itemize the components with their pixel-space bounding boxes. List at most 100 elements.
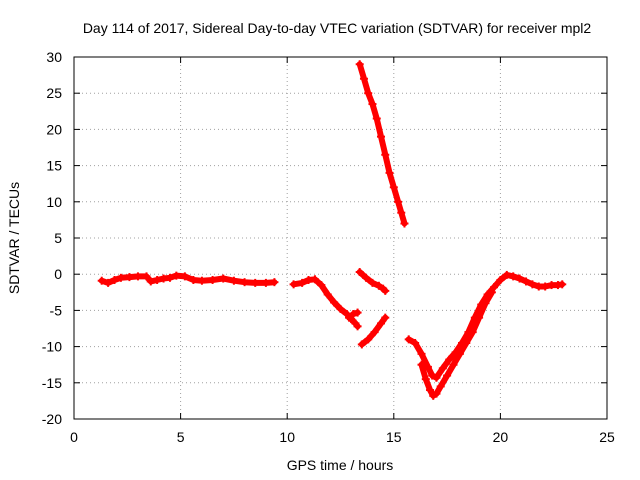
data-point — [455, 349, 464, 358]
data-point — [417, 360, 426, 369]
data-point — [172, 271, 181, 280]
x-tick-label-5: 25 — [599, 429, 615, 445]
data-point — [165, 273, 174, 282]
data-point — [428, 371, 437, 380]
data-point — [330, 298, 339, 307]
series-trace-7 — [418, 289, 495, 399]
data-point — [445, 355, 454, 364]
series-trace-0 — [98, 272, 278, 286]
data-point — [381, 313, 390, 322]
data-point — [481, 299, 490, 308]
data-point — [515, 274, 524, 283]
data-point — [541, 282, 550, 291]
data-point — [462, 338, 471, 347]
data-point — [353, 322, 362, 331]
data-point — [432, 373, 441, 382]
data-point — [432, 389, 441, 398]
data-point — [270, 278, 279, 287]
data-point — [208, 275, 217, 284]
y-tick-label-1: -15 — [42, 375, 62, 391]
y-tick-label-3: -5 — [50, 302, 63, 318]
data-point — [490, 283, 499, 292]
data-point — [397, 208, 406, 217]
data-point — [357, 340, 366, 349]
data-point — [394, 197, 403, 206]
data-point — [404, 335, 413, 344]
data-point — [438, 364, 447, 373]
y-tick-label-0: -20 — [42, 411, 62, 427]
x-tick-label-4: 20 — [493, 429, 509, 445]
data-point — [377, 132, 386, 141]
data-point — [353, 308, 362, 317]
series-arc-7 — [404, 270, 567, 382]
data-point — [443, 371, 452, 380]
y-tick-label-10: 30 — [46, 49, 62, 65]
data-point — [142, 272, 151, 281]
x-tick-label-2: 10 — [279, 429, 295, 445]
data-point — [104, 278, 113, 287]
data-point — [251, 278, 260, 287]
data-point — [349, 310, 358, 319]
series-arc-3 — [345, 308, 362, 322]
series-arc-5 — [355, 268, 390, 295]
data-point — [133, 272, 142, 281]
data-point — [323, 290, 332, 299]
grid-lines — [74, 57, 607, 419]
series-arc-4 — [355, 60, 409, 228]
data-point — [436, 382, 445, 391]
x-tick-label-1: 5 — [177, 429, 185, 445]
series-arc-6 — [357, 313, 390, 349]
data-point — [240, 278, 249, 287]
data-point — [487, 288, 496, 297]
data-point — [116, 273, 125, 282]
y-tick-label-2: -10 — [42, 339, 62, 355]
data-point — [411, 338, 420, 347]
plot-frame — [73, 56, 608, 420]
data-point — [355, 60, 364, 69]
x-tick-label-3: 15 — [386, 429, 402, 445]
x-axis-label: GPS time / hours — [287, 457, 394, 473]
data-point — [317, 281, 326, 290]
data-point — [362, 273, 371, 282]
data-point — [502, 270, 511, 279]
data-point — [298, 278, 307, 287]
data-point — [197, 276, 206, 285]
data-point — [377, 319, 386, 328]
data-point — [310, 275, 319, 284]
data-point — [355, 268, 364, 277]
data-point — [521, 277, 530, 286]
data-point — [345, 313, 354, 322]
data-point — [449, 360, 458, 369]
x-tick-label-0: 0 — [70, 429, 78, 445]
y-tick-label-5: 5 — [54, 230, 62, 246]
data-point — [189, 275, 198, 284]
series-arc-2 — [289, 275, 362, 331]
data-point — [125, 273, 134, 282]
series-arc-8 — [417, 288, 496, 400]
data-point — [364, 89, 373, 98]
data-point — [359, 74, 368, 83]
data-point — [496, 275, 505, 284]
data-point — [421, 375, 430, 384]
y-tick-label-8: 20 — [46, 121, 62, 137]
y-tick-label-7: 15 — [46, 158, 62, 174]
data-point — [364, 335, 373, 344]
data-point — [381, 286, 390, 295]
data-point — [97, 276, 106, 285]
y-tick-label-9: 25 — [46, 85, 62, 101]
series-arc-1 — [97, 271, 279, 287]
data-point — [368, 100, 377, 109]
data-point — [509, 272, 518, 281]
data-point — [153, 275, 162, 284]
y-tick-label-4: 0 — [54, 266, 62, 282]
data-point — [110, 275, 119, 284]
data-point — [381, 150, 390, 159]
data-point — [400, 219, 409, 228]
data-point — [368, 278, 377, 287]
data-point — [385, 168, 394, 177]
data-point — [426, 386, 435, 395]
data-point — [289, 280, 298, 289]
chart-title: Day 114 of 2017, Sidereal Day-to-day VTE… — [83, 20, 592, 36]
data-point — [558, 280, 567, 289]
